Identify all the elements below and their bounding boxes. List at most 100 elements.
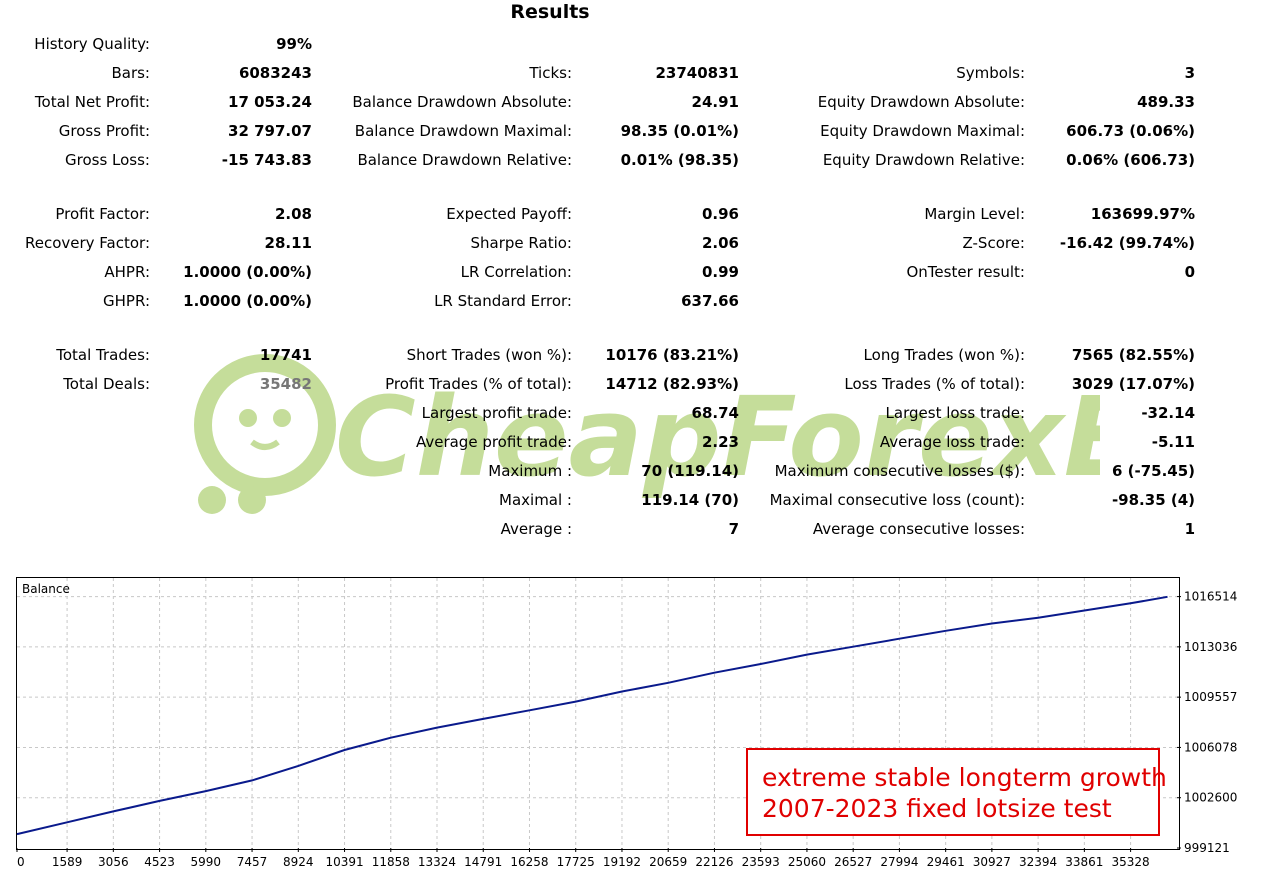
- z-score-label: Z-Score:: [962, 234, 1026, 252]
- average-profit-value: 2.23: [701, 433, 739, 451]
- largest-profit-value: 68.74: [691, 404, 739, 422]
- average-loss-value: -5.11: [1151, 433, 1195, 451]
- long-trades-value: 7565 (82.55%): [1071, 346, 1195, 364]
- y-tick-label: 1013036: [1184, 640, 1237, 654]
- x-tick-label: 17725: [557, 855, 595, 869]
- history-quality-value: 99%: [276, 35, 312, 53]
- lr-correlation-label: LR Correlation:: [460, 263, 572, 281]
- margin-level-label: Margin Level:: [924, 205, 1025, 223]
- maximum-label: Maximum :: [488, 462, 572, 480]
- x-tick-label: 4523: [144, 855, 175, 869]
- x-tick-label: 26527: [834, 855, 872, 869]
- average-label: Average :: [500, 520, 572, 538]
- long-trades-label: Long Trades (won %):: [863, 346, 1025, 364]
- equity-dd-relative-value: 0.06% (606.73): [1066, 151, 1195, 169]
- lr-standard-error-value: 637.66: [681, 292, 739, 310]
- symbols-value: 3: [1184, 64, 1195, 82]
- y-tick-label: 1016514: [1184, 590, 1237, 604]
- total-trades-value: 17741: [259, 346, 312, 364]
- x-tick-label: 16258: [510, 855, 548, 869]
- maximal-value: 119.14 (70): [641, 491, 739, 509]
- lr-correlation-value: 0.99: [701, 263, 739, 281]
- x-tick-label: 23593: [742, 855, 780, 869]
- recovery-factor-label: Recovery Factor:: [24, 234, 150, 252]
- symbols-label: Symbols:: [956, 64, 1025, 82]
- x-tick-label: 27994: [880, 855, 918, 869]
- balance-dd-maximal-label: Balance Drawdown Maximal:: [354, 122, 572, 140]
- balance-dd-absolute-label: Balance Drawdown Absolute:: [352, 93, 572, 111]
- x-tick-label: 3056: [98, 855, 129, 869]
- x-tick-label: 10391: [325, 855, 363, 869]
- equity-dd-relative-label: Equity Drawdown Relative:: [822, 151, 1025, 169]
- maximal-label: Maximal :: [499, 491, 572, 509]
- x-tick-label: 33861: [1065, 855, 1103, 869]
- x-tick-label: 30927: [973, 855, 1011, 869]
- total-net-profit-value: 17 053.24: [228, 93, 312, 111]
- bars-label: Bars:: [111, 64, 150, 82]
- ahpr-value: 1.0000 (0.00%): [183, 263, 312, 281]
- gross-profit-label: Gross Profit:: [58, 122, 150, 140]
- gross-loss-label: Gross Loss:: [65, 151, 150, 169]
- total-trades-label: Total Trades:: [56, 346, 150, 364]
- y-tick-label: 1002600: [1184, 791, 1237, 805]
- lr-standard-error-label: LR Standard Error:: [434, 292, 572, 310]
- total-deals-value: 35482: [259, 375, 312, 393]
- history-quality-label: History Quality:: [34, 35, 150, 53]
- profit-factor-value: 2.08: [274, 205, 312, 223]
- annotation-box: extreme stable longterm growth 2007-2023…: [746, 748, 1167, 836]
- average-consecutive-losses-label: Average consecutive losses:: [812, 520, 1025, 538]
- margin-level-value: 163699.97%: [1090, 205, 1195, 223]
- balance-dd-maximal-value: 98.35 (0.01%): [620, 122, 739, 140]
- equity-dd-absolute-value: 489.33: [1137, 93, 1195, 111]
- largest-loss-value: -32.14: [1141, 404, 1195, 422]
- ticks-value: 23740831: [655, 64, 740, 82]
- x-tick-label: 32394: [1019, 855, 1057, 869]
- equity-dd-maximal-label: Equity Drawdown Maximal:: [820, 122, 1025, 140]
- x-tick-label: 0: [17, 855, 25, 869]
- loss-trades-label: Loss Trades (% of total):: [844, 375, 1025, 393]
- equity-dd-absolute-label: Equity Drawdown Absolute:: [817, 93, 1025, 111]
- average-profit-label: Average profit trade:: [415, 433, 572, 451]
- maximal-consecutive-loss-value: -98.35 (4): [1111, 491, 1195, 509]
- average-value: 7: [728, 520, 739, 538]
- ghpr-value: 1.0000 (0.00%): [183, 292, 312, 310]
- x-tick-label: 25060: [788, 855, 826, 869]
- sharpe-ratio-label: Sharpe Ratio:: [470, 234, 572, 252]
- x-tick-label: 7457: [237, 855, 268, 869]
- chart-title: Balance: [22, 582, 70, 596]
- annotation-line-2: 2007-2023 fixed lotsize test: [762, 794, 1112, 823]
- x-tick-label: 1589: [52, 855, 83, 869]
- x-tick-label: 29461: [927, 855, 965, 869]
- loss-trades-value: 3029 (17.07%): [1071, 375, 1195, 393]
- y-tick-label: 1009557: [1184, 690, 1237, 704]
- ontester-result-value: 0: [1184, 263, 1195, 281]
- largest-loss-label: Largest loss trade:: [885, 404, 1025, 422]
- profit-factor-label: Profit Factor:: [55, 205, 150, 223]
- largest-profit-label: Largest profit trade:: [421, 404, 572, 422]
- expected-payoff-value: 0.96: [701, 205, 739, 223]
- balance-dd-absolute-value: 24.91: [691, 93, 739, 111]
- x-tick-label: 20659: [649, 855, 687, 869]
- average-loss-label: Average loss trade:: [879, 433, 1025, 451]
- y-tick-label: 1006078: [1184, 740, 1237, 754]
- x-tick-label: 35328: [1112, 855, 1150, 869]
- max-consecutive-losses-label: Maximum consecutive losses ($):: [774, 462, 1025, 480]
- profit-trades-label: Profit Trades (% of total):: [385, 375, 572, 393]
- gross-profit-value: 32 797.07: [228, 122, 312, 140]
- maximum-value: 70 (119.14): [641, 462, 739, 480]
- x-tick-label: 19192: [603, 855, 641, 869]
- expected-payoff-label: Expected Payoff:: [446, 205, 572, 223]
- y-tick-label: 999121: [1184, 841, 1230, 855]
- results-title: Results: [510, 1, 590, 23]
- ticks-label: Ticks:: [529, 64, 572, 82]
- z-score-value: -16.42 (99.74%): [1059, 234, 1195, 252]
- x-tick-label: 5990: [191, 855, 222, 869]
- balance-dd-relative-value: 0.01% (98.35): [620, 151, 739, 169]
- maximal-consecutive-loss-label: Maximal consecutive loss (count):: [769, 491, 1025, 509]
- short-trades-value: 10176 (83.21%): [605, 346, 739, 364]
- x-tick-label: 14791: [464, 855, 502, 869]
- total-net-profit-label: Total Net Profit:: [34, 93, 150, 111]
- x-tick-label: 22126: [695, 855, 733, 869]
- bars-value: 6083243: [238, 64, 312, 82]
- x-tick-label: 8924: [283, 855, 314, 869]
